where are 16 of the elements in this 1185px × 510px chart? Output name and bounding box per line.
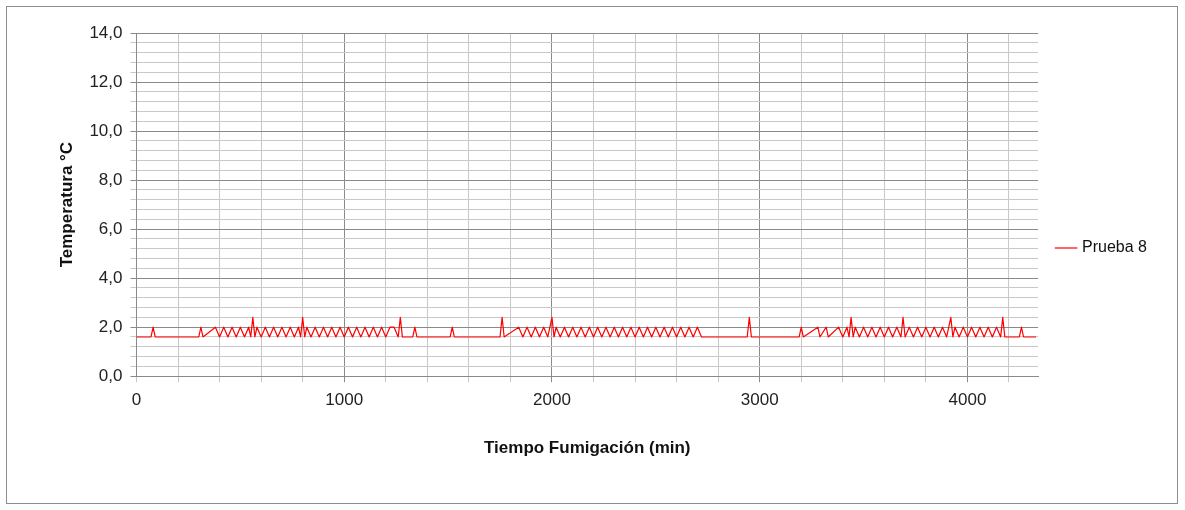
x-tick-label: 3000: [740, 390, 779, 410]
y-tick-label: 10,0: [89, 120, 123, 140]
y-tick-label: 14,0: [89, 22, 123, 42]
y-tick-label: 6,0: [98, 218, 123, 238]
legend-label: Prueba 8: [1082, 238, 1148, 256]
x-tick-label: 4000: [948, 390, 987, 410]
y-tick-label: 2,0: [98, 316, 123, 336]
x-tick-label: 0: [131, 390, 142, 410]
y-axis-title: Temperatura °C: [56, 141, 76, 268]
x-tick-label: 1000: [325, 390, 364, 410]
y-tick-label: 8,0: [98, 169, 123, 189]
x-axis-title: Tiempo Fumigación (min): [484, 438, 691, 458]
y-tick-label: 12,0: [89, 71, 123, 91]
x-tick-label: 2000: [533, 390, 571, 410]
y-tick-label: 0,0: [98, 365, 123, 385]
y-tick-label: 4,0: [98, 267, 123, 287]
